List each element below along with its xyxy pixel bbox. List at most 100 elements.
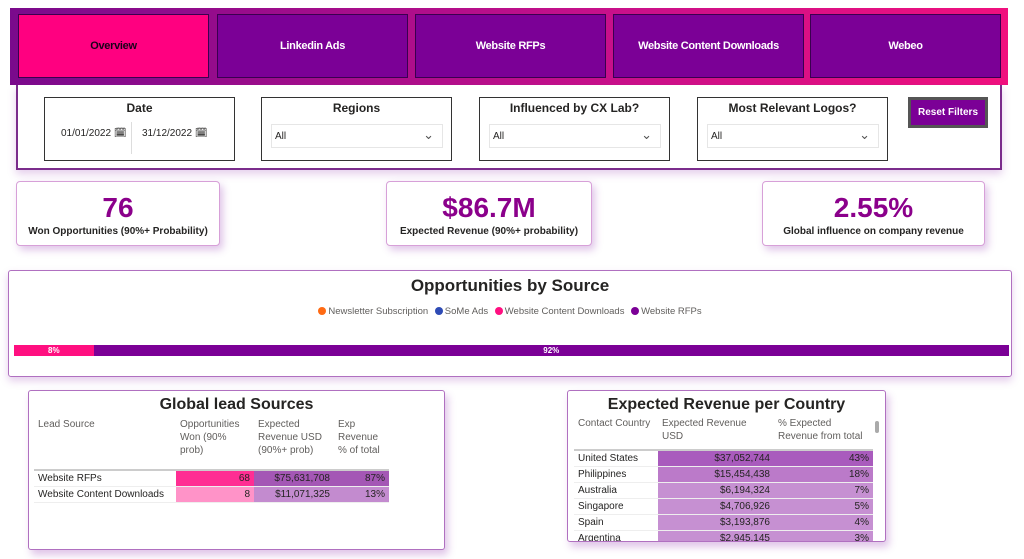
end-date-input[interactable]: 31/12/2022 🗓 [142, 128, 208, 139]
reset-filters-button[interactable]: Reset Filters [908, 97, 988, 128]
chevron-down-icon: ⌄ [423, 127, 434, 142]
tab-linkedin-ads[interactable]: Linkedin Ads [217, 14, 408, 78]
divider [131, 122, 132, 154]
table-row[interactable]: Singapore $4,706,926 5% [574, 498, 873, 515]
table-cell: $4,706,926 [658, 498, 774, 515]
table-row[interactable]: Argentina $2,945,145 3% [574, 530, 873, 541]
table-cell: Philippines [574, 466, 658, 483]
data-label: 92% [543, 346, 560, 355]
legend-item[interactable]: Website Content Downloads [494, 306, 625, 317]
table-cell: $37,052,744 [658, 450, 774, 467]
kpi-label: Won Opportunities (90%+ Probability) [28, 226, 208, 237]
column-header[interactable]: Contact Country [578, 418, 651, 429]
table-row[interactable]: Website Content Downloads 8 $11,071,325 13% [34, 486, 389, 503]
legend-label: Newsletter Subscription [328, 306, 429, 317]
page-navigation: Overview Linkedin Ads Website RFPs Websi… [10, 8, 1008, 85]
cx-lab-dropdown[interactable]: All ⌄ [489, 124, 661, 148]
regions-dropdown[interactable]: All ⌄ [271, 124, 443, 148]
calendar-icon[interactable]: 🗓 [113, 128, 127, 139]
table-cell: 5% [774, 498, 873, 515]
tab-website-content-downloads[interactable]: Website Content Downloads [613, 14, 804, 78]
table-cell: 13% [334, 486, 389, 503]
table-cell: 87% [334, 470, 389, 487]
end-date-value: 31/12/2022 [142, 128, 193, 139]
logos-filter-label: Most Relevant Logos? [728, 101, 857, 115]
regions-filter: Regions All ⌄ [261, 97, 452, 161]
scrollbar[interactable] [875, 421, 879, 433]
table-cell: 68 [176, 470, 254, 487]
kpi-label: Expected Revenue (90%+ probability) [399, 226, 579, 237]
revenue-per-country-table: Expected Revenue per Country Contact Cou… [567, 390, 886, 542]
legend-dot-icon [318, 307, 327, 315]
regions-filter-label: Regions [332, 101, 381, 115]
table-cell: $15,454,438 [658, 466, 774, 483]
cx-lab-filter-label: Influenced by CX Lab? [509, 101, 640, 115]
chevron-down-icon: ⌄ [859, 127, 870, 142]
chart-legend: Newsletter Subscription SoMe Ads Website… [9, 306, 1011, 317]
legend-label: Website Content Downloads [504, 306, 625, 317]
legend-label: SoMe Ads [444, 306, 489, 317]
table-title: Expected Revenue per Country [607, 396, 846, 413]
table-cell: 3% [774, 530, 873, 541]
table-cell: 4% [774, 514, 873, 531]
table-cell: $11,071,325 [254, 486, 334, 503]
stacked-bar: 8% 92% [14, 345, 1009, 356]
legend-item[interactable]: SoMe Ads [434, 306, 489, 317]
table-cell: Website RFPs [34, 470, 176, 487]
kpi-label: Global influence on company revenue [783, 226, 964, 237]
opportunities-by-source-chart: Opportunities by Source Newsletter Subsc… [8, 270, 1012, 377]
table-cell: $75,631,708 [254, 470, 334, 487]
kpi-won-opportunities: 76 Won Opportunities (90%+ Probability) [16, 181, 220, 246]
table-row[interactable]: Australia $6,194,324 7% [574, 482, 873, 499]
column-header[interactable]: % Expected Revenue from total [778, 418, 863, 442]
logos-dropdown[interactable]: All ⌄ [707, 124, 879, 148]
table-title: Global lead Sources [159, 396, 314, 413]
table-cell: Singapore [574, 498, 658, 515]
table-cell: $3,193,876 [658, 514, 774, 531]
cx-lab-value: All [493, 131, 505, 142]
tab-webeo[interactable]: Webeo [810, 14, 1001, 78]
legend-dot-icon [494, 307, 503, 315]
regions-value: All [275, 131, 287, 142]
column-header[interactable]: Exp Revenue % of total [338, 419, 380, 456]
kpi-expected-revenue: $86.7M Expected Revenue (90%+ probabilit… [386, 181, 592, 246]
date-filter-label: Date [126, 101, 153, 115]
column-header[interactable]: Lead Source [38, 419, 95, 430]
start-date-value: 01/01/2022 [61, 128, 112, 139]
table-cell: 43% [774, 450, 873, 467]
date-filter: Date 01/01/2022 🗓 31/12/2022 🗓 [44, 97, 235, 161]
global-lead-sources-table: Global lead Sources Lead Source Opportun… [28, 390, 445, 550]
table-cell: $6,194,324 [658, 482, 774, 499]
table-row[interactable]: United States $37,052,744 43% [574, 450, 873, 467]
kpi-value: $86.7M [442, 192, 536, 223]
logos-value: All [711, 131, 723, 142]
column-header[interactable]: Expected Revenue USD (90%+ prob) [258, 419, 322, 456]
legend-dot-icon [434, 307, 443, 315]
table-row[interactable]: Website RFPs 68 $75,631,708 87% [34, 470, 389, 487]
table-cell: Spain [574, 514, 658, 531]
kpi-value: 2.55% [833, 192, 914, 223]
calendar-icon[interactable]: 🗓 [194, 128, 208, 139]
table-row[interactable]: Spain $3,193,876 4% [574, 514, 873, 531]
tab-website-rfps[interactable]: Website RFPs [415, 14, 606, 78]
filter-panel: Date 01/01/2022 🗓 31/12/2022 🗓 Regions A… [16, 85, 1002, 170]
bar-segment[interactable]: 92% [93, 345, 1009, 356]
bar-segment[interactable]: 8% [14, 345, 94, 356]
legend-item[interactable]: Website RFPs [631, 306, 702, 317]
logos-filter: Most Relevant Logos? All ⌄ [697, 97, 888, 161]
column-header[interactable]: Expected Revenue USD [662, 418, 747, 442]
legend-item[interactable]: Newsletter Subscription [318, 306, 428, 317]
cx-lab-filter: Influenced by CX Lab? All ⌄ [479, 97, 670, 161]
table-cell: Australia [574, 482, 658, 499]
table-cell: Argentina [574, 530, 658, 541]
table-row[interactable]: Philippines $15,454,438 18% [574, 466, 873, 483]
table-cell: $2,945,145 [658, 530, 774, 541]
start-date-input[interactable]: 01/01/2022 🗓 [61, 128, 127, 139]
column-header[interactable]: Opportunities Won (90% prob) [180, 419, 240, 456]
tab-overview[interactable]: Overview [18, 14, 209, 78]
legend-dot-icon [631, 307, 640, 315]
table-cell: 7% [774, 482, 873, 499]
legend-label: Website RFPs [641, 306, 702, 317]
table-cell: United States [574, 450, 658, 467]
chevron-down-icon: ⌄ [641, 127, 652, 142]
